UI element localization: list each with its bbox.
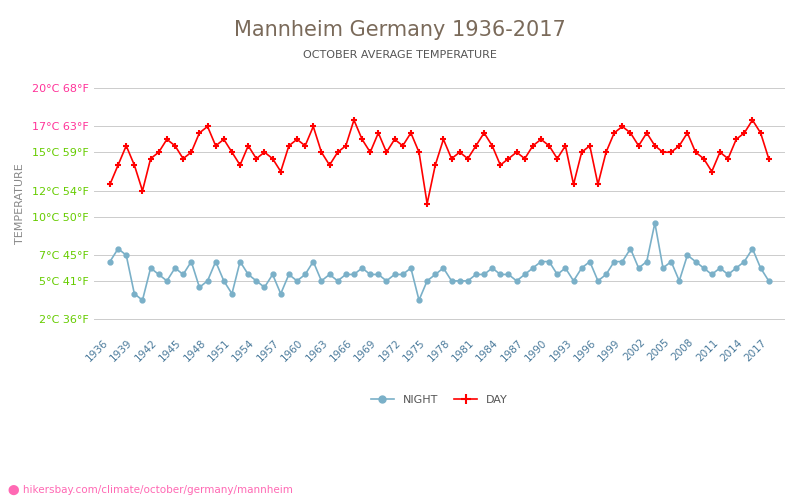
Text: ⬤ hikersbay.com/climate/october/germany/mannheim: ⬤ hikersbay.com/climate/october/germany/… [8,485,293,495]
Line: DAY: DAY [106,116,772,207]
DAY [349,117,358,123]
NIGHT [292,278,302,284]
NIGHT [268,272,278,278]
Y-axis label: TEMPERATURE: TEMPERATURE [15,164,25,244]
Text: Mannheim Germany 1936-2017: Mannheim Germany 1936-2017 [234,20,566,40]
DAY [284,143,294,149]
NIGHT [764,278,774,284]
NIGHT [300,272,310,278]
NIGHT [642,258,651,264]
DAY [260,149,270,155]
DAY [764,156,774,162]
DAY [430,162,440,168]
Line: NIGHT: NIGHT [107,220,771,302]
DAY [422,200,432,206]
NIGHT [422,278,432,284]
NIGHT [626,246,635,252]
DAY [105,182,114,188]
Legend: NIGHT, DAY: NIGHT, DAY [367,390,512,409]
DAY [650,143,660,149]
DAY [292,136,302,142]
Text: OCTOBER AVERAGE TEMPERATURE: OCTOBER AVERAGE TEMPERATURE [303,50,497,60]
DAY [634,143,643,149]
NIGHT [105,258,114,264]
NIGHT [650,220,660,226]
NIGHT [138,297,147,303]
